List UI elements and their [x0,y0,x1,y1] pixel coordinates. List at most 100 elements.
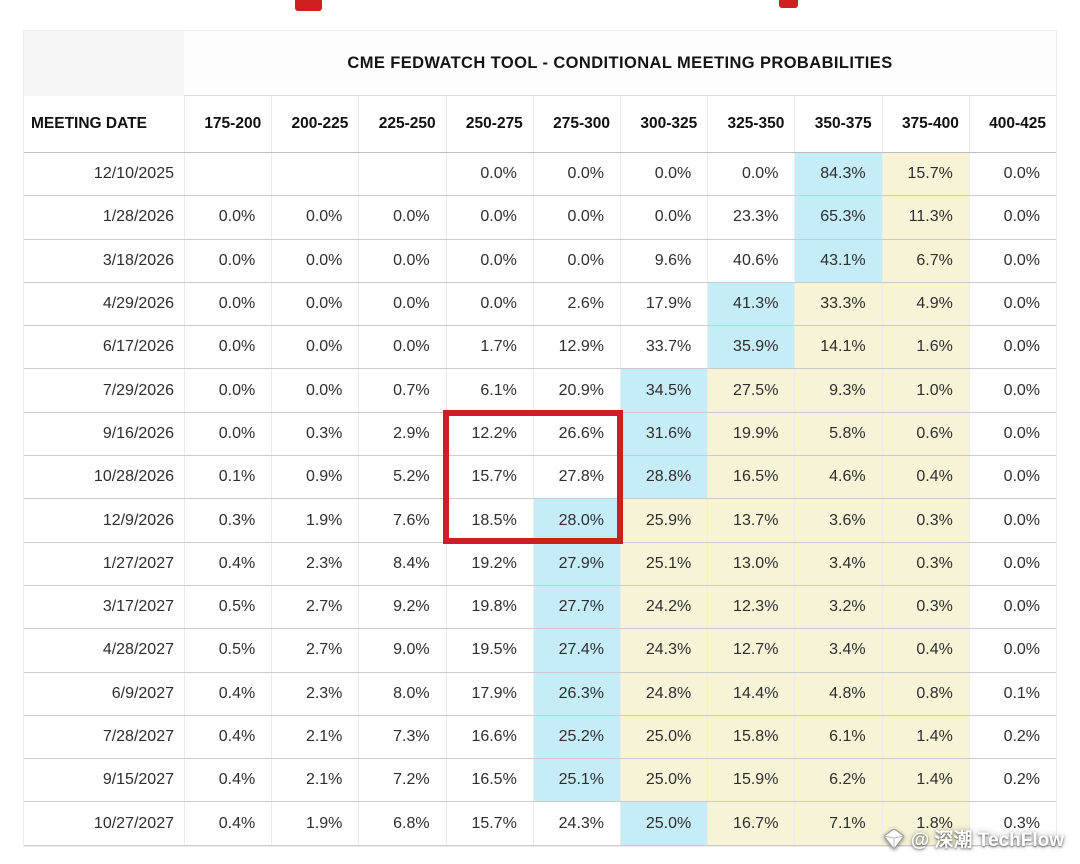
table-row: 1/28/2026 0.0% 0.0% 0.0% 0.0% 0.0% 0.0% 23.3% 65… [24,196,1056,240]
probability-cell: 12.9% [532,326,620,369]
probability-cell: 0.3% [184,499,271,542]
probability-cell: 23.3% [707,196,794,239]
table-row: 9/15/2027 0.4% 2.1% 7.2% 16.5% 25.1% 25.0% 15.9… [24,759,1056,803]
probability-cell: 0.0% [968,153,1056,196]
probability-cell: 0.4% [184,715,271,759]
probability-cell: 0.8% [881,672,969,715]
meeting-date-cell: 1/28/2026 [102,208,174,226]
probability-cell: 15.9% [707,759,795,802]
probability-cell: 3.2% [794,585,882,629]
meeting-date-cell: 9/16/2026 [102,424,174,442]
probability-cell: 9.6% [620,239,707,282]
probability-cell: 0.0% [358,282,445,326]
probability-cell: 6.7% [881,239,969,282]
probability-cell: 4.8% [794,672,882,715]
table-row: 4/28/2027 0.5% 2.7% 9.0% 19.5% 27.4% 24.3% 12.7… [24,629,1056,673]
probability-cell: 28.0% [532,499,621,542]
probability-cell: 25.0% [620,715,708,759]
probability-cell: 25.0% [620,759,708,802]
probability-cell: 17.9% [620,282,707,326]
probability-cell: 0.0% [968,196,1056,239]
rate-range-header: 250-275 [445,96,533,152]
probability-cell: 8.0% [358,672,445,715]
probability-cell: 27.5% [707,369,795,412]
probability-cell: 16.6% [445,715,533,759]
probability-cell: 1.9% [271,802,358,845]
table-row: 12/9/2026 0.3% 1.9% 7.6% 18.5% 28.0% 25.9% 13.7… [24,499,1056,543]
probability-cell: 0.0% [968,239,1056,282]
rate-range-header: 225-250 [358,96,445,152]
probability-cell: 2.9% [358,412,445,456]
probability-cell: 6.8% [358,802,445,845]
probability-cell: 20.9% [532,369,620,412]
table-row: 6/17/2026 0.0% 0.0% 0.0% 1.7% 12.9% 33.7% 35.9%… [24,326,1056,370]
probability-cell: 3.6% [794,499,882,542]
probability-cell: 6.1% [794,715,882,759]
meeting-date-cell: 9/15/2027 [102,771,174,789]
probability-cell: 24.3% [620,629,708,672]
probability-cell: 43.1% [794,239,882,282]
probability-cell: 0.4% [881,629,969,672]
probability-cell: 25.2% [532,715,621,759]
probability-cell: 19.8% [445,585,533,629]
probability-cell: 0.4% [184,759,271,802]
probability-cell: 19.5% [445,629,533,672]
probability-cell: 8.4% [358,542,445,585]
probability-cell: 27.7% [532,585,621,629]
table-row: 1/27/2027 0.4% 2.3% 8.4% 19.2% 27.9% 25.1% 13.0… [24,542,1056,586]
probability-cell: 0.1% [184,456,271,499]
probability-cell: 12.3% [707,585,795,629]
probability-cell: 4.6% [794,456,882,499]
probability-cell: 7.6% [358,499,445,542]
probability-cell: 65.3% [794,196,882,239]
probability-cell: 7.1% [794,802,882,845]
probability-cell: 0.0% [358,239,445,282]
meeting-date-cell: 6/9/2027 [111,684,174,702]
probability-cell: 0.5% [184,629,271,672]
meeting-date-cell: 12/10/2025 [93,165,174,183]
probability-cell: 0.0% [968,499,1056,542]
probability-cell: 7.3% [358,715,445,759]
probability-cell: 0.0% [968,585,1056,629]
top-red-mark [779,0,798,8]
probability-cell: 14.1% [794,326,882,369]
watermark: @ 深潮 TechFlow [883,825,1064,852]
probability-cell: 4.9% [881,282,969,326]
probability-cell: 0.2% [968,759,1056,802]
probability-cell: 0.4% [184,542,271,585]
probability-cell: 16.7% [707,802,795,845]
probability-cell: 0.5% [184,585,271,629]
probability-cell: 0.0% [358,196,445,239]
watermark-text: @ 深潮 TechFlow [910,830,1064,851]
probability-cell: 0.6% [881,412,969,456]
probability-cell: 1.9% [271,499,358,542]
probability-cell: 35.9% [707,326,795,369]
probability-cell: 15.8% [707,715,795,759]
probability-cell: 0.7% [358,369,445,412]
probability-cell: 1.4% [881,715,969,759]
probability-cell [184,153,271,196]
probability-cell: 0.0% [968,629,1056,672]
rate-range-header: 325-350 [707,96,794,152]
probability-cell: 27.8% [532,456,620,499]
top-red-mark [295,0,322,11]
table-row: 4/29/2026 0.0% 0.0% 0.0% 0.0% 2.6% 17.9% 41.3% 3… [24,282,1056,327]
probability-cell: 84.3% [794,153,882,196]
probability-cell: 0.0% [271,369,358,412]
rate-range-header: 300-325 [620,96,707,152]
probability-cell: 41.3% [707,282,795,326]
probability-cell: 0.0% [271,282,358,326]
probability-cell: 11.3% [881,196,969,239]
table-row: 3/17/2027 0.5% 2.7% 9.2% 19.8% 27.7% 24.2% 12.3… [24,585,1056,630]
rate-range-header: 175-200 [184,96,271,152]
rate-range-header: 400-425 [968,96,1056,152]
probability-cell: 6.1% [445,369,533,412]
probability-cell: 27.4% [532,629,621,672]
probability-cell: 0.3% [881,585,969,629]
probability-cell: 7.2% [358,759,445,802]
probability-cell: 1.6% [881,326,969,369]
meeting-date-cell: 4/29/2026 [102,295,174,313]
probability-cell: 0.0% [184,196,271,239]
probability-cell: 1.7% [445,326,533,369]
probability-cell: 0.0% [968,282,1056,326]
